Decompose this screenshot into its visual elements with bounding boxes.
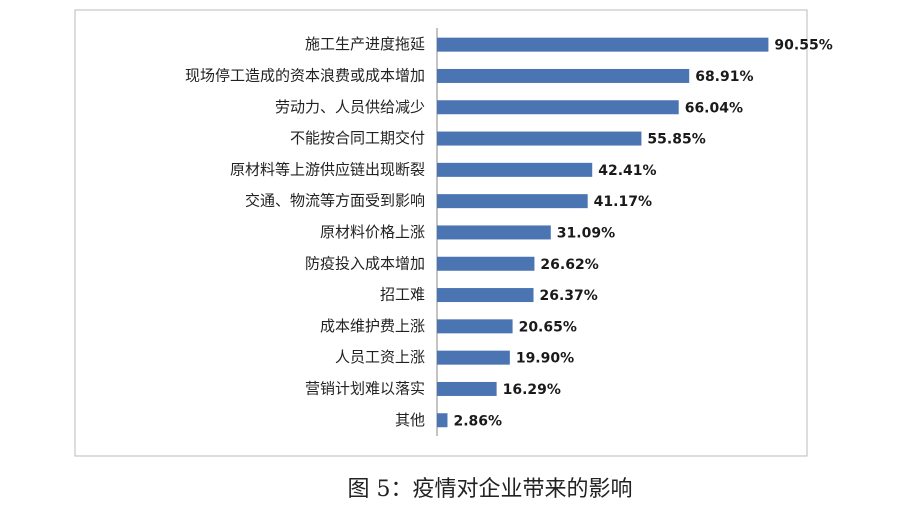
y-tick-label: 原材料价格上涨 xyxy=(320,223,425,241)
bar xyxy=(437,100,679,115)
chart-frame xyxy=(74,9,808,457)
bar xyxy=(437,131,642,146)
bar xyxy=(437,162,593,177)
data-label: 16.29% xyxy=(503,382,561,398)
y-tick-label: 人员工资上涨 xyxy=(335,348,425,366)
y-tick-label: 交通、物流等方面受到影响 xyxy=(245,192,425,210)
bar xyxy=(437,225,551,240)
data-label: 42.41% xyxy=(598,163,656,179)
bar xyxy=(437,319,513,334)
bar xyxy=(437,413,448,428)
y-tick-label: 不能按合同工期交付 xyxy=(290,129,425,147)
data-label: 55.85% xyxy=(647,132,705,148)
data-label: 26.37% xyxy=(540,288,598,304)
bar xyxy=(437,288,534,303)
bar xyxy=(437,37,769,52)
y-tick-label: 成本维护费上涨 xyxy=(320,317,425,335)
data-label: 90.55% xyxy=(774,38,832,54)
bar xyxy=(437,381,497,396)
data-label: 26.62% xyxy=(540,257,598,273)
y-tick-label: 防疫投入成本增加 xyxy=(305,254,425,272)
bar xyxy=(437,256,535,271)
y-tick-label: 施工生产进度拖延 xyxy=(305,35,425,53)
y-tick-label: 招工难 xyxy=(380,286,425,304)
data-label: 41.17% xyxy=(594,194,652,210)
chart-caption: 图 5：疫情对企业带来的影响 xyxy=(348,477,633,502)
bar xyxy=(437,350,510,365)
bar xyxy=(437,194,588,209)
y-tick-label: 营销计划难以落实 xyxy=(305,379,425,397)
bar xyxy=(437,68,690,83)
data-label: 2.86% xyxy=(453,413,502,429)
data-label: 19.90% xyxy=(516,351,574,367)
y-tick-label: 劳动力、人员供给减少 xyxy=(275,98,425,116)
y-tick-label: 其他 xyxy=(395,411,425,429)
data-label: 68.91% xyxy=(695,69,753,85)
data-label: 66.04% xyxy=(685,100,743,116)
y-tick-label: 现场停工造成的资本浪费或成本增加 xyxy=(185,66,425,84)
y-tick-label: 原材料等上游供应链出现断裂 xyxy=(230,160,425,178)
data-label: 20.65% xyxy=(519,319,577,335)
data-label: 31.09% xyxy=(557,225,615,241)
